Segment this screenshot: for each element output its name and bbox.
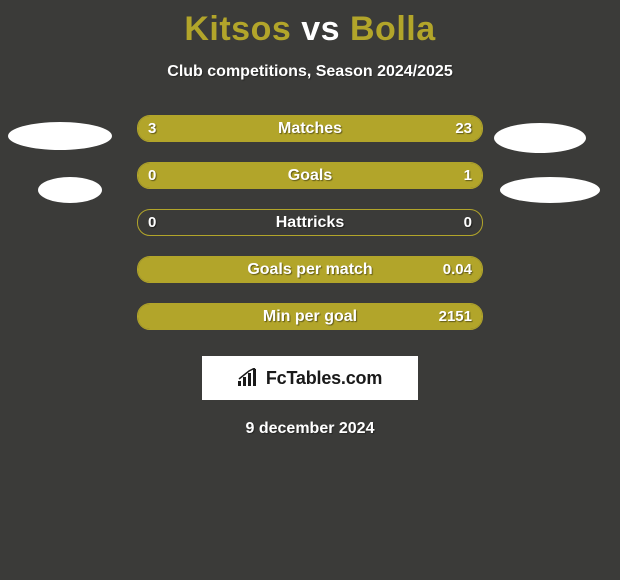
page-title: Kitsos vs Bolla [0, 0, 620, 49]
stat-value-right: 0.04 [443, 257, 472, 282]
stat-value-right: 1 [464, 163, 472, 188]
stat-row-min-per-goal: Min per goal2151 [137, 303, 483, 330]
stat-row-goals-per-match: Goals per match0.04 [137, 256, 483, 283]
source-badge: FcTables.com [202, 356, 418, 400]
stat-label: Goals per match [138, 257, 482, 282]
bar-chart-icon [238, 368, 260, 388]
stat-row-hattricks: 0Hattricks0 [137, 209, 483, 236]
decorative-ellipse-1 [38, 177, 102, 203]
stat-label: Goals [138, 163, 482, 188]
stat-value-right: 23 [455, 116, 472, 141]
player-a-name: Kitsos [184, 10, 291, 48]
stat-value-right: 2151 [439, 304, 472, 329]
stat-row-goals: 0Goals1 [137, 162, 483, 189]
stat-value-right: 0 [464, 210, 472, 235]
stat-label: Matches [138, 116, 482, 141]
vs-word: vs [291, 10, 350, 48]
date-text: 9 december 2024 [0, 420, 620, 438]
decorative-ellipse-2 [494, 123, 586, 153]
stat-row-matches: 3Matches23 [137, 115, 483, 142]
subtitle: Club competitions, Season 2024/2025 [0, 63, 620, 81]
decorative-ellipse-3 [500, 177, 600, 203]
player-b-name: Bolla [350, 10, 436, 48]
stat-label: Hattricks [138, 210, 482, 235]
stat-label: Min per goal [138, 304, 482, 329]
decorative-ellipse-0 [8, 122, 112, 150]
source-badge-text: FcTables.com [266, 368, 382, 389]
